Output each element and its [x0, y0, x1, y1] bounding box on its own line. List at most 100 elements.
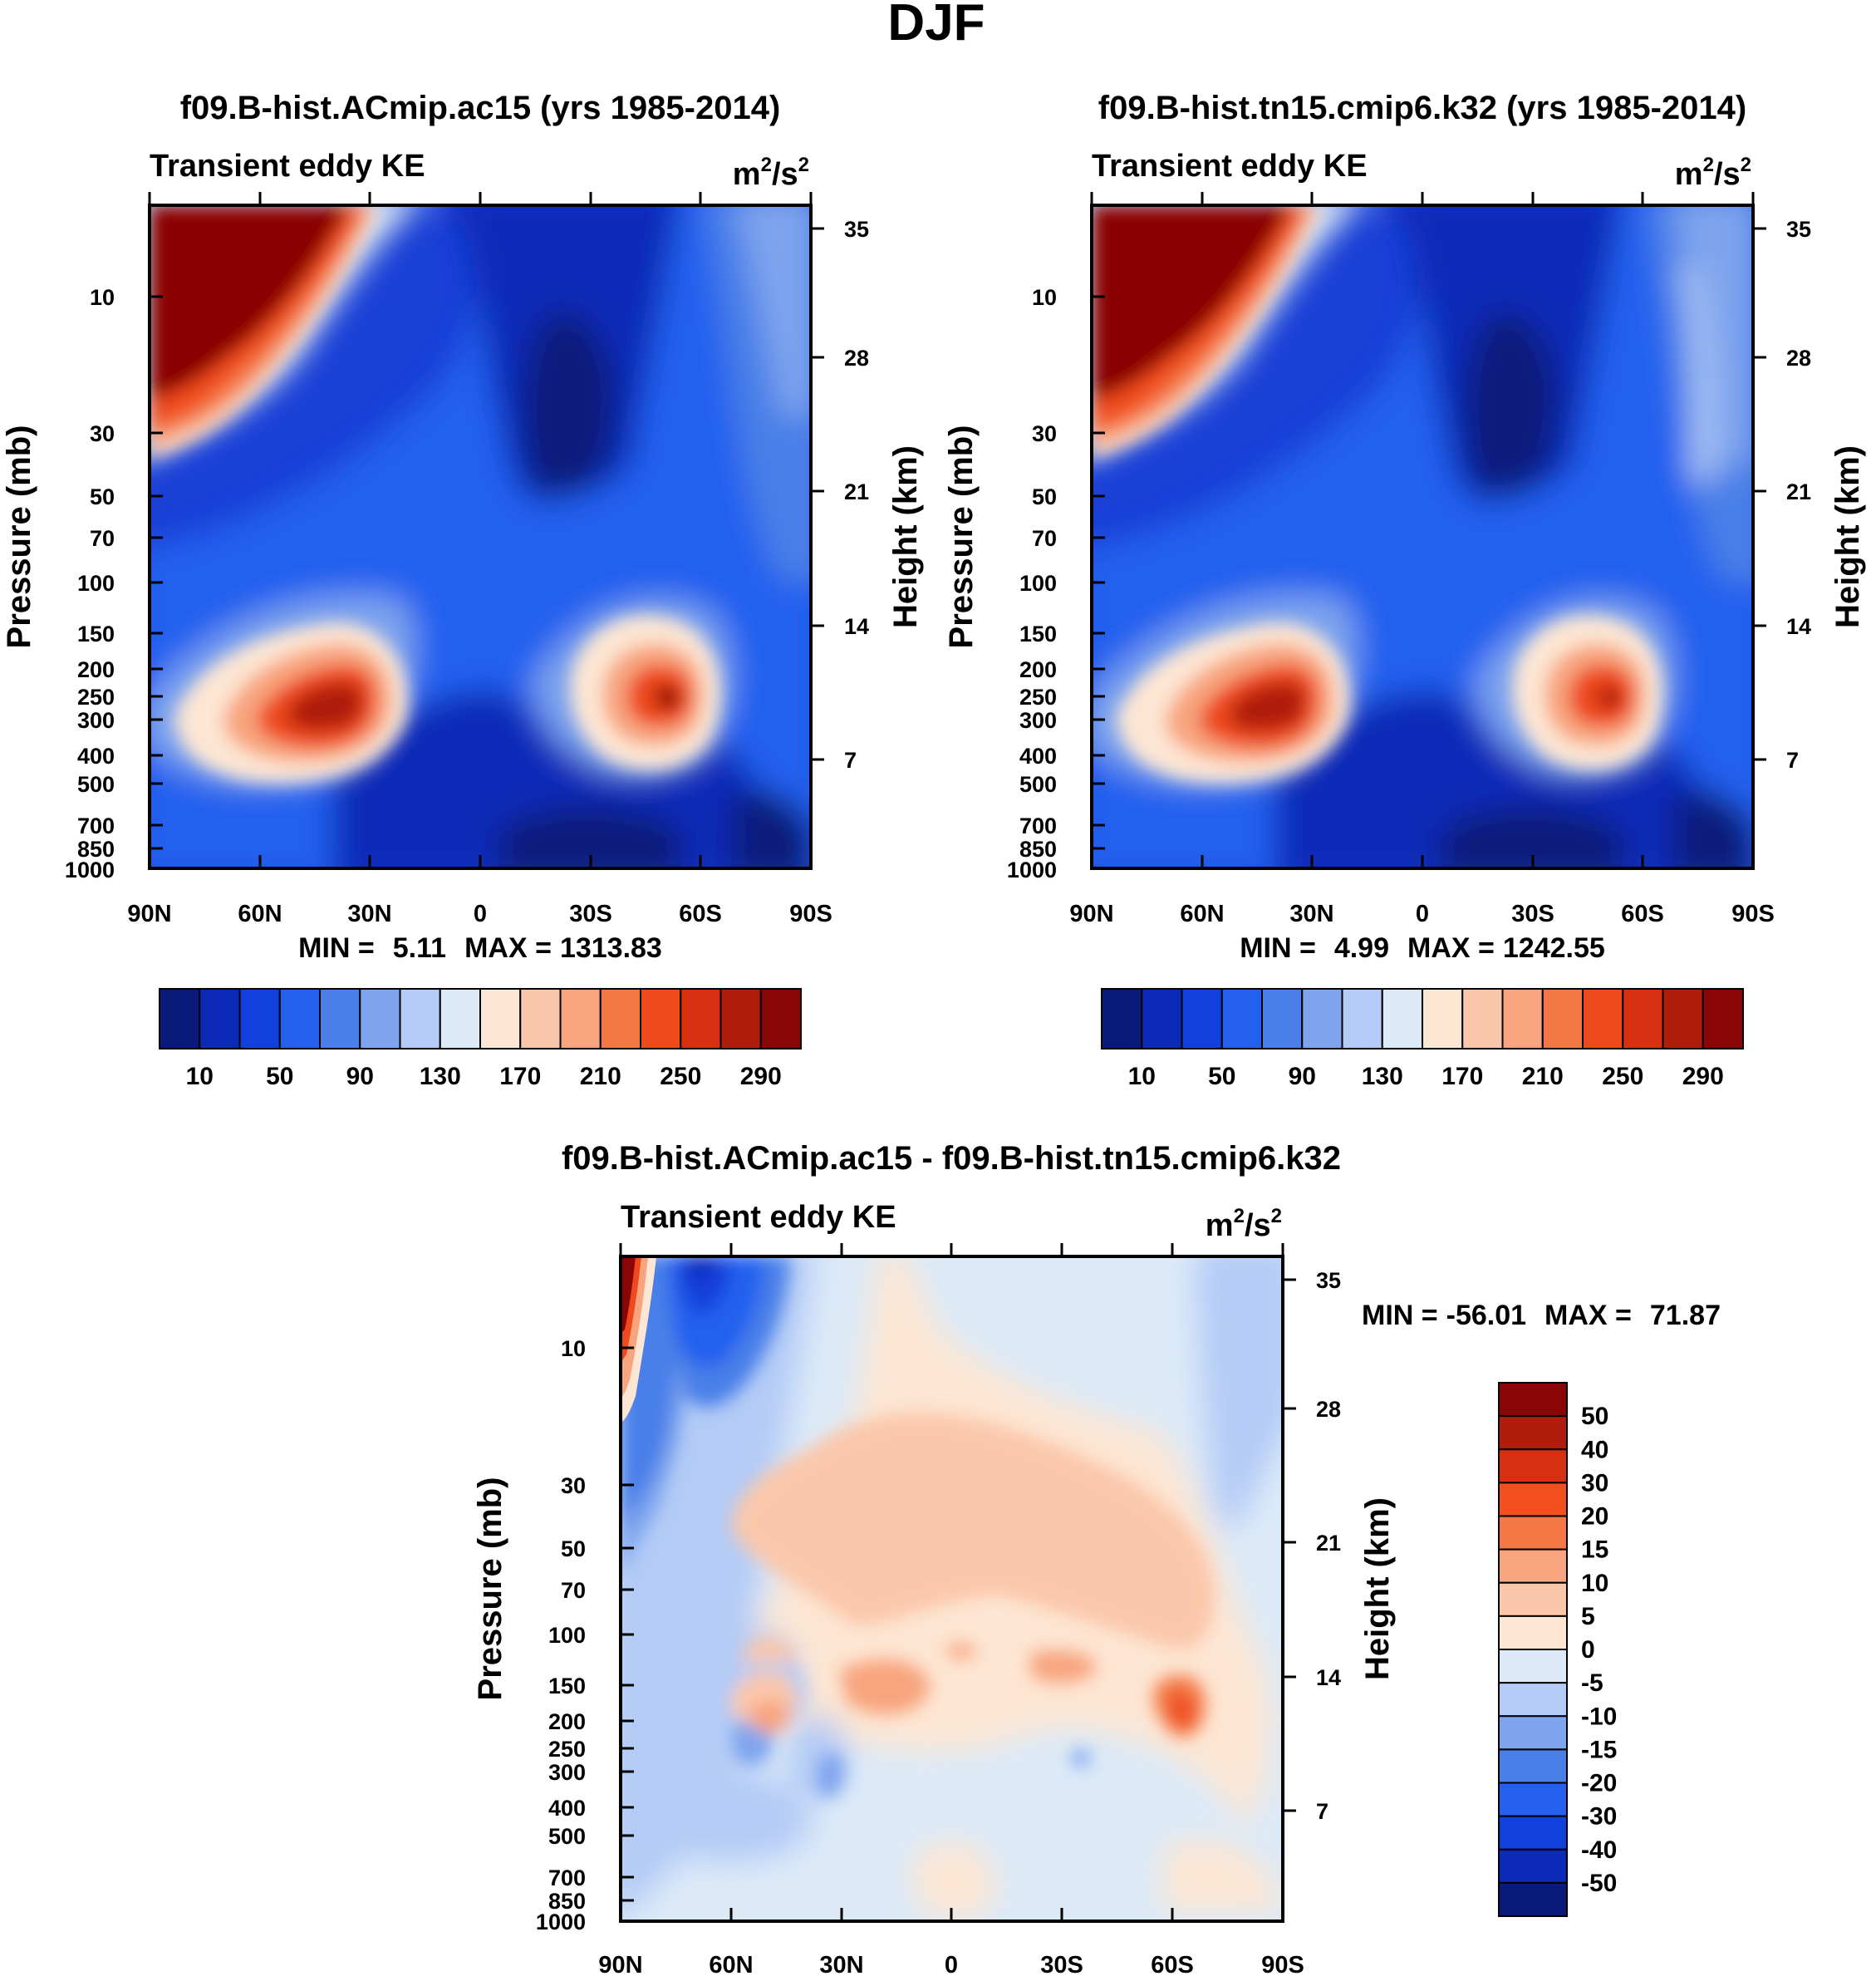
colorbar-box: [640, 988, 682, 1049]
panel-diff-ytick-label: 700: [548, 1865, 586, 1890]
colorbar-box: [680, 988, 722, 1049]
colorbar-box: [1101, 988, 1143, 1049]
colorbar-label: 5: [1581, 1603, 1595, 1630]
panel-diff-ylabel-right: Height (km): [1359, 1497, 1396, 1680]
panel-right-ytick-label: 10: [1032, 285, 1057, 310]
panel-left-ytick-label: 150: [77, 622, 115, 646]
panel-right-xtick-label: 60N: [1180, 901, 1224, 927]
colorbar-box: [1702, 988, 1744, 1049]
colorbar-label: 40: [1581, 1436, 1608, 1463]
colorbar-label: 10: [186, 1063, 214, 1090]
panel-diff-ytick-label: 250: [548, 1737, 586, 1762]
panel-diff-xticks: [619, 1243, 1284, 1921]
panel-left-contours: [150, 205, 811, 868]
colorbar-label: 170: [1441, 1063, 1483, 1090]
colorbar-box: [1422, 988, 1464, 1049]
panel-right-units: m2/s2: [1675, 154, 1751, 192]
colorbar-box: [199, 988, 241, 1049]
panel-diff-ylabel: Pressure (mb): [472, 1477, 508, 1701]
panel-right-ytick-label: 500: [1019, 772, 1057, 797]
panel-right-ytick-label: 250: [1019, 685, 1057, 710]
panel-right-xtick-label: 30N: [1289, 901, 1333, 927]
panel-left-xticks: [148, 192, 813, 868]
panel-diff-title: f09.B-hist.ACmip.ac15 - f09.B-hist.tn15.…: [562, 1140, 1341, 1177]
colorbar-label: 20: [1581, 1503, 1608, 1531]
panel-right-ylabel: Pressure (mb): [943, 425, 980, 649]
panel-left-ytick-label: 1000: [65, 858, 115, 882]
panel-right: f09.B-hist.tn15.cmip6.k32 (yrs 1985-2014…: [943, 90, 1866, 1090]
colorbar-label: -50: [1581, 1870, 1617, 1897]
panel-diff-ytick-label: 70: [561, 1578, 586, 1603]
colorbar-box: [1541, 988, 1584, 1049]
panel-diff-height-label: 14: [1316, 1665, 1341, 1690]
panel-diff-xtick-label: 30N: [819, 1952, 863, 1979]
colorbar-box: [1141, 988, 1183, 1049]
panel-right-ytick-label: 850: [1019, 837, 1057, 862]
panel-right-height-label: 7: [1786, 748, 1799, 773]
figure-title: DJF: [887, 0, 985, 52]
colorbar-box: [759, 988, 802, 1049]
panel-diff-ytick-label: 400: [548, 1796, 586, 1821]
panel-right-xtick-label: 60S: [1621, 901, 1664, 927]
colorbar-box: [1498, 1615, 1568, 1650]
colorbar-box: [1498, 1881, 1568, 1917]
panel-right-xticks: [1090, 192, 1755, 868]
colorbar-box: [1498, 1682, 1568, 1718]
colorbar-label: 290: [740, 1063, 782, 1090]
colorbar-box: [1498, 1581, 1568, 1617]
panel-diff-height-label: 7: [1316, 1799, 1328, 1824]
panel-diff-height-label: 35: [1316, 1268, 1341, 1293]
panel-diff-ytick-label: 100: [548, 1623, 586, 1648]
panel-left-xtick-label: 90N: [127, 901, 171, 927]
panel-left-ytick-label: 30: [90, 421, 115, 446]
colorbar-label: 170: [499, 1063, 541, 1090]
panel-right-height-label: 28: [1786, 346, 1811, 371]
panel-left-ylabel-right: Height (km): [887, 445, 924, 628]
panel-diff-xtick-label: 30S: [1040, 1952, 1083, 1979]
panel-left-height-label: 35: [844, 217, 869, 242]
panel-diff-xtick-label: 60S: [1151, 1952, 1194, 1979]
panel-right-title: f09.B-hist.tn15.cmip6.k32 (yrs 1985-2014…: [1098, 90, 1746, 126]
colorbar-box: [1498, 1515, 1568, 1551]
panel-right-stats: MIN = 4.99 MAX = 1242.55: [1240, 932, 1605, 964]
colorbar-box: [1501, 988, 1544, 1049]
panel-left-height-label: 14: [844, 614, 869, 639]
colorbar-box: [1181, 988, 1223, 1049]
colorbar-box: [1498, 1748, 1568, 1784]
panel-left-ytick-label: 300: [77, 708, 115, 733]
panel-right-yticks: [1092, 227, 1766, 850]
panel-left-ytick-label: 100: [77, 571, 115, 596]
colorbar-label: 90: [346, 1063, 374, 1090]
panel-right-ytick-label: 50: [1032, 484, 1057, 509]
panel-right-ylabel-right: Height (km): [1829, 445, 1866, 628]
panel-right-height-label: 35: [1786, 217, 1811, 242]
panel-diff-contours: [621, 1256, 1283, 1921]
colorbar-label: -10: [1581, 1703, 1617, 1730]
panel-diff-ytick-label: 200: [548, 1709, 586, 1734]
panel-right-subtitle: Transient eddy KE: [1092, 149, 1368, 184]
colorbar-label: -20: [1581, 1770, 1617, 1797]
panel-left-ytick-label: 400: [77, 744, 115, 769]
colorbar-box: [1220, 988, 1263, 1049]
panel-right-xtick-label: 0: [1416, 901, 1429, 927]
panel-left-ytick-label: 10: [90, 285, 115, 310]
colorbar-label: 50: [1581, 1403, 1608, 1430]
panel-diff-ytick-label: 150: [548, 1674, 586, 1698]
colorbar-box: [1381, 988, 1423, 1049]
panel-left-ytick-label: 70: [90, 526, 115, 551]
colorbar-box: [1662, 988, 1704, 1049]
panel-right-ytick-label: 30: [1032, 421, 1057, 446]
colorbar-label: 250: [1602, 1063, 1643, 1090]
colorbar-box: [159, 988, 201, 1049]
panel-diff-xtick-label: 0: [945, 1952, 958, 1979]
panel-left-xtick-label: 60N: [238, 901, 282, 927]
colorbar-box: [1498, 1482, 1568, 1517]
colorbar-box: [1622, 988, 1664, 1049]
colorbar-box: [439, 988, 481, 1049]
panel-right-xtick-label: 90S: [1731, 901, 1775, 927]
panel-diff-stats: MIN = -56.01 MAX = 71.87: [1362, 1300, 1721, 1331]
panel-left-yticks: [150, 227, 824, 850]
colorbar-label: 15: [1581, 1536, 1608, 1564]
